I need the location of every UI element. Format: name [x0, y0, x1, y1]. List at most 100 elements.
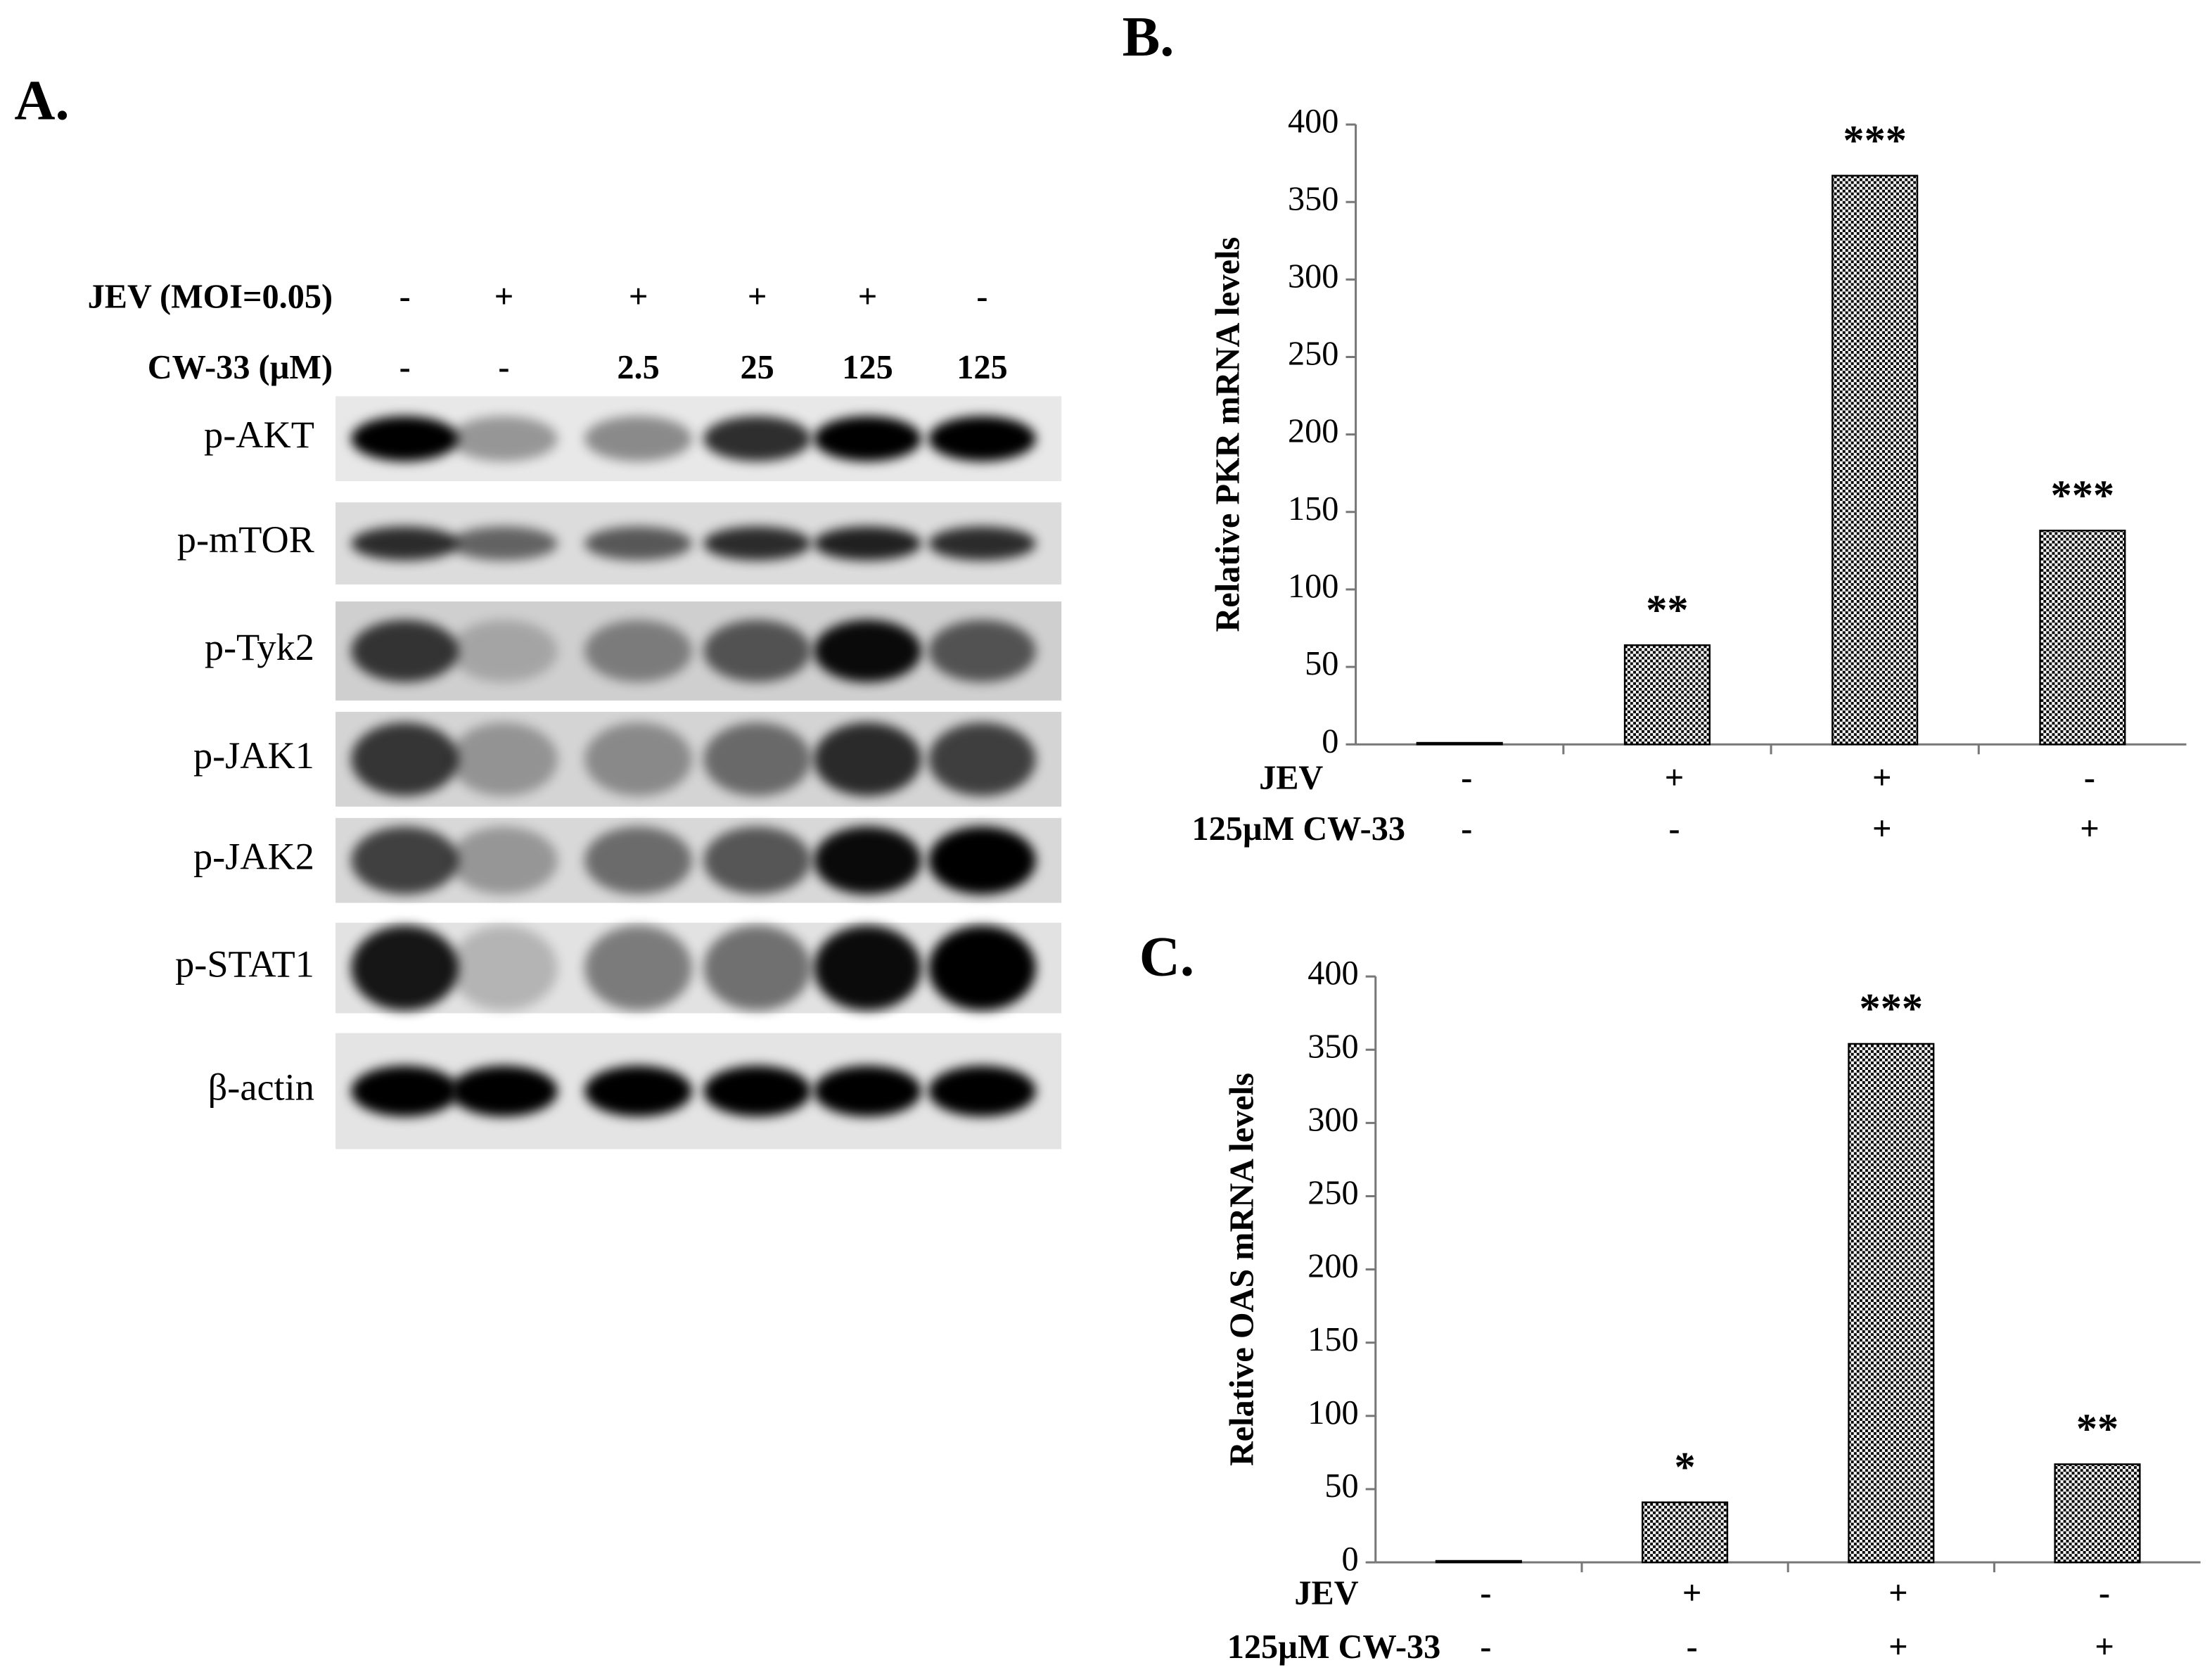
blot-band [351, 620, 459, 682]
bar [1623, 644, 1711, 746]
blot-band [703, 722, 812, 796]
row-value: + [1872, 760, 1892, 797]
blot-band [351, 416, 459, 461]
condition-label: CW-33 (µM) [148, 349, 333, 386]
significance: *** [1860, 986, 1924, 1033]
bar [1416, 741, 1503, 746]
row-value: + [1888, 1628, 1908, 1666]
blot-band [814, 925, 921, 1011]
significance: ** [2076, 1405, 2118, 1453]
blot-band [928, 416, 1036, 461]
protein-label: p-JAK1 [193, 734, 314, 777]
significance: *** [2051, 472, 2115, 519]
condition-value: - [399, 349, 411, 386]
condition-value: + [748, 279, 767, 316]
row-value: - [1668, 810, 1680, 848]
blot-band [814, 722, 921, 796]
condition-value: - [976, 279, 987, 316]
blot-band [351, 1065, 459, 1117]
blot-band [928, 826, 1036, 895]
blot-band [584, 826, 693, 895]
condition-value: 125 [842, 349, 893, 386]
blot-band [450, 620, 558, 682]
blot-band [814, 620, 921, 682]
row-value: + [2080, 810, 2099, 848]
blot-band [450, 925, 558, 1011]
blot-band [351, 526, 459, 561]
row-value: - [1687, 1628, 1698, 1666]
blot-band [584, 1065, 693, 1117]
condition-value: - [498, 349, 509, 386]
protein-label: p-AKT [204, 414, 314, 456]
row-label: JEV [1259, 760, 1323, 797]
row-value: - [1461, 760, 1472, 797]
row-value: + [1665, 760, 1684, 797]
blot-band [584, 416, 693, 461]
y-tick-label: 300 [1308, 1101, 1358, 1138]
bar [1848, 1042, 1935, 1564]
y-tick-label: 50 [1324, 1467, 1358, 1505]
protein-label: p-STAT1 [175, 943, 314, 986]
y-tick-label: 150 [1308, 1321, 1358, 1358]
row-value: + [1888, 1574, 1908, 1612]
row-label: JEV [1294, 1574, 1358, 1612]
condition-value: + [494, 279, 514, 316]
blot-band [450, 826, 558, 895]
row-value: - [2099, 1574, 2110, 1612]
y-tick-label: 150 [1288, 490, 1338, 528]
bar [1642, 1501, 1729, 1564]
y-tick-label: 100 [1308, 1394, 1358, 1431]
y-tick-label: 400 [1308, 955, 1358, 992]
blot-band [814, 1065, 921, 1117]
blot-band [928, 1065, 1036, 1117]
blot-band [351, 826, 459, 895]
blot-band [814, 526, 921, 561]
blot-band [584, 925, 693, 1011]
bar [1831, 174, 1919, 746]
blot-band [703, 416, 812, 461]
protein-label: p-mTOR [177, 518, 315, 561]
protein-label: β-actin [208, 1066, 314, 1109]
condition-value: - [399, 279, 411, 316]
blot-band [814, 826, 921, 895]
blot-band [450, 416, 558, 461]
blot-band [928, 925, 1036, 1011]
panel-label: B. [1123, 6, 1175, 68]
blot-band [703, 1065, 812, 1117]
blot-band [584, 526, 693, 561]
y-axis-label: Relative PKR mRNA levels [1210, 237, 1247, 632]
blot-band [703, 925, 812, 1011]
y-tick-label: 250 [1308, 1175, 1358, 1212]
condition-value: + [858, 279, 878, 316]
y-tick-label: 250 [1288, 336, 1338, 373]
condition-value: 2.5 [617, 349, 659, 386]
y-tick-label: 200 [1288, 413, 1338, 450]
row-value: + [1872, 810, 1892, 848]
y-tick-label: 50 [1305, 645, 1338, 682]
blot-band [928, 526, 1036, 561]
row-value: - [1461, 810, 1472, 848]
bar [1435, 1560, 1522, 1564]
blot-band [928, 620, 1036, 682]
blot-band [450, 1065, 558, 1117]
blot-band [814, 416, 921, 461]
blot-band [703, 620, 812, 682]
row-value: - [1480, 1628, 1491, 1666]
panel-label: C. [1139, 926, 1194, 988]
blot-band [928, 722, 1036, 796]
protein-label: p-Tyk2 [205, 626, 314, 668]
protein-label: p-JAK2 [193, 836, 314, 878]
condition-value: + [629, 279, 648, 316]
row-value: + [2095, 1628, 2114, 1666]
blot-band [703, 526, 812, 561]
y-tick-label: 0 [1341, 1541, 1358, 1578]
significance: ** [1646, 587, 1688, 634]
y-tick-label: 350 [1288, 180, 1338, 217]
y-tick-label: 300 [1288, 257, 1338, 295]
blot-band [450, 526, 558, 561]
y-tick-label: 0 [1322, 722, 1338, 760]
row-value: + [1682, 1574, 1702, 1612]
panel-label: A. [14, 69, 69, 132]
y-tick-label: 400 [1288, 103, 1338, 140]
